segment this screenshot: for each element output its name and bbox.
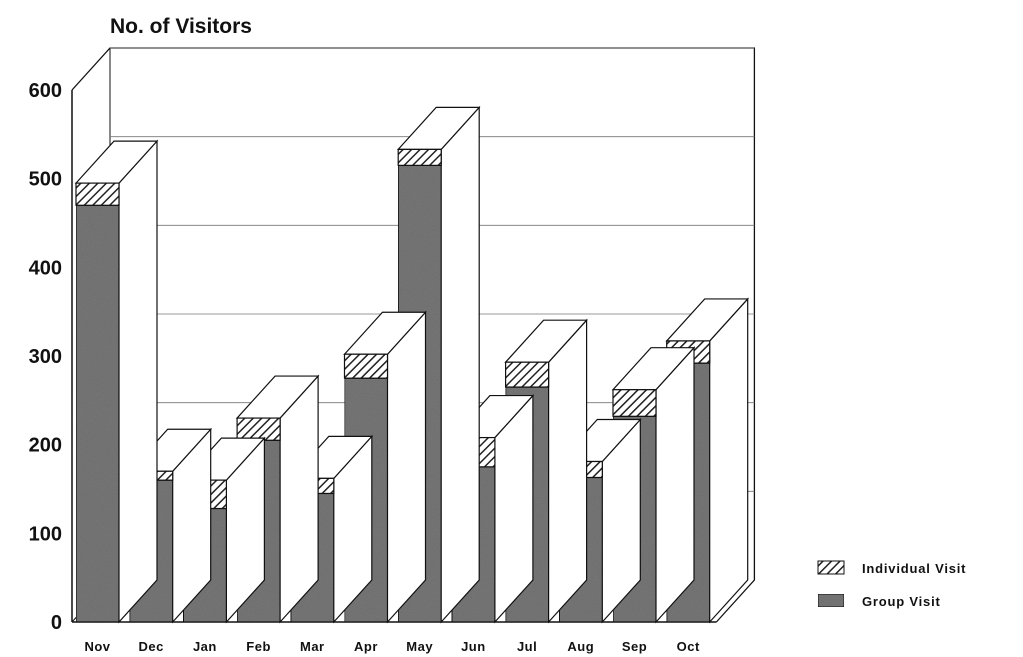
bar-segment-individual bbox=[612, 389, 657, 417]
legend-label-individual: Individual Visit bbox=[862, 561, 966, 576]
x-tick-label: Mar bbox=[300, 639, 325, 654]
y-tick-label: 400 bbox=[29, 257, 62, 279]
x-tick-label: May bbox=[406, 639, 433, 654]
x-tick-label: Sep bbox=[622, 639, 647, 654]
x-tick-label: Oct bbox=[677, 639, 700, 654]
x-axis: Nov Dec Jan Feb Mar Apr May Jun Jul Aug Sep Oct bbox=[84, 639, 699, 654]
bar-side-face bbox=[655, 346, 695, 624]
legend: Individual Visit Group Visit bbox=[817, 560, 966, 609]
bar-side-face bbox=[118, 139, 158, 624]
legend-label-group: Group Visit bbox=[862, 594, 941, 609]
x-tick-label: Aug bbox=[567, 639, 594, 654]
x-tick-label: Dec bbox=[139, 639, 164, 654]
bar-segment-individual bbox=[397, 148, 442, 166]
y-axis: 0 100 200 300 400 500 600 bbox=[29, 80, 62, 634]
legend-swatch-group bbox=[817, 593, 845, 608]
bar-side-face bbox=[548, 318, 588, 624]
x-tick-label: Feb bbox=[246, 639, 271, 654]
bars bbox=[74, 105, 750, 624]
x-tick-label: Jul bbox=[517, 639, 537, 654]
bar-side-face bbox=[440, 105, 480, 624]
x-tick-label: Apr bbox=[354, 639, 378, 654]
bar-segment-group bbox=[75, 204, 120, 623]
legend-swatch-individual bbox=[817, 560, 845, 575]
bar-segment-individual bbox=[343, 353, 389, 379]
bar-side-face bbox=[386, 310, 427, 624]
y-tick-label: 300 bbox=[29, 346, 62, 368]
x-tick-label: Jun bbox=[461, 639, 486, 654]
y-tick-label: 600 bbox=[29, 80, 62, 102]
x-tick-label: Nov bbox=[84, 639, 110, 654]
bar-side-face bbox=[279, 374, 319, 624]
x-tick-label: Jan bbox=[193, 639, 217, 654]
y-tick-label: 500 bbox=[29, 169, 62, 191]
chart-title: No. of Visitors bbox=[110, 15, 252, 38]
bar-segment-individual bbox=[236, 417, 281, 441]
y-tick-label: 200 bbox=[29, 435, 62, 457]
y-tick-label: 0 bbox=[51, 612, 62, 634]
bar-nov bbox=[74, 139, 159, 624]
y-tick-label: 100 bbox=[29, 523, 62, 545]
bar-segment-individual bbox=[505, 361, 550, 388]
bar-segment-individual bbox=[75, 182, 120, 206]
bar-side-face bbox=[709, 297, 749, 624]
